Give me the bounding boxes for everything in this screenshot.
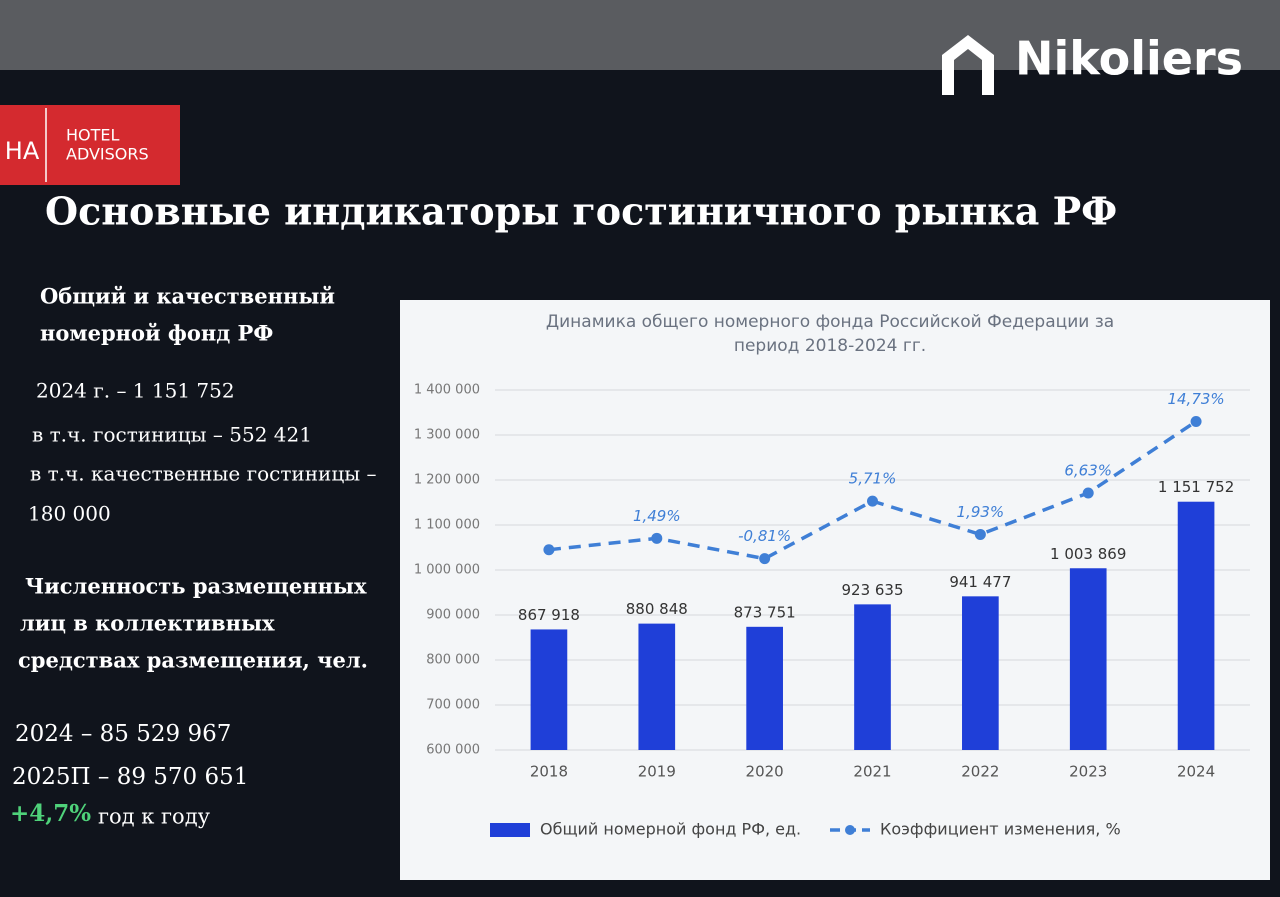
data-label: 941 477 [949,573,1011,591]
nikoliers-icon [942,35,994,95]
x-tick-label: 2024 [1177,763,1215,781]
bar [746,626,783,750]
stat-line: 2024 – 85 529 967 [15,721,231,747]
line-marker [867,495,878,507]
heading: лиц в коллективных [20,611,275,636]
heading: средствах размещения, чел. [18,648,368,673]
legend-swatch [490,823,530,837]
line-marker [543,544,555,556]
legend-swatch [845,825,855,835]
heading: Численность размещенных [25,574,367,599]
data-label: -0,81% [738,527,791,545]
y-tick-label: 1 400 000 [414,383,480,398]
bar [1069,568,1107,750]
data-label: 14,73% [1167,390,1224,408]
stat-line: 2024 г. – 1 151 752 [36,379,235,403]
ha-text: ADVISORS [66,145,149,164]
y-tick-label: 1 100 000 [414,518,480,533]
line-marker [1190,416,1202,427]
data-label: 1 151 752 [1158,478,1234,496]
bar [854,604,891,750]
heading: Общий и качественный [40,284,335,309]
x-tick-label: 2022 [961,763,999,781]
bar [962,596,999,750]
x-tick-label: 2018 [530,763,568,781]
chart-title: Динамика общего номерного фонда Российск… [546,312,1114,332]
bar [1177,501,1215,750]
y-tick-label: 1 000 000 [414,563,480,578]
room-top [0,0,1280,70]
line-marker [974,528,986,540]
y-tick-label: 1 200 000 [414,473,480,488]
growth: +4,7% [10,800,91,827]
chart-title: период 2018-2024 гг. [734,336,926,356]
x-tick-label: 2019 [638,763,676,781]
data-label: 1,93% [957,503,1005,521]
data-label: 1,49% [633,507,681,525]
x-tick-label: 2021 [853,763,891,781]
data-label: 873 751 [734,603,796,621]
y-tick-label: 600 000 [426,743,480,758]
stat-line: 180 000 [28,502,111,526]
slide-title: Основные индикаторы гостиничного рынка Р… [45,189,1117,234]
stat-line: в т.ч. гостиницы – 552 421 [32,423,312,447]
y-tick-label: 800 000 [426,653,480,668]
data-label: 880 848 [626,600,688,618]
data-label: 923 635 [841,581,903,599]
data-label: 6,63% [1064,461,1112,479]
legend-label: Общий номерной фонд РФ, ед. [540,820,801,839]
y-tick-label: 900 000 [426,608,480,623]
line-marker [759,553,771,565]
line-marker [1082,487,1094,499]
legend-label: Коэффициент изменения, % [880,820,1121,839]
stat-line: 2025П – 89 570 651 [12,764,248,790]
bar [638,623,676,750]
data-label: 5,71% [849,470,897,488]
ha-logo-box [0,105,180,185]
y-tick-label: 1 300 000 [414,428,480,443]
nikoliers-logo: Nikoliers [1015,32,1243,86]
heading: номерной фонд РФ [40,321,273,346]
growth-note: год к году [98,805,211,829]
x-tick-label: 2020 [746,763,784,781]
line-marker [651,532,663,544]
stat-line: в т.ч. качественные гостиницы – [30,462,377,486]
data-label: 1 003 869 [1050,545,1126,563]
ha-mark: HA [5,137,40,165]
bar [530,629,568,750]
y-tick-label: 700 000 [426,698,480,713]
data-label: 867 918 [518,606,580,624]
chart-panel [400,300,1270,880]
x-tick-label: 2023 [1069,763,1107,781]
ha-text: HOTEL [66,126,120,145]
